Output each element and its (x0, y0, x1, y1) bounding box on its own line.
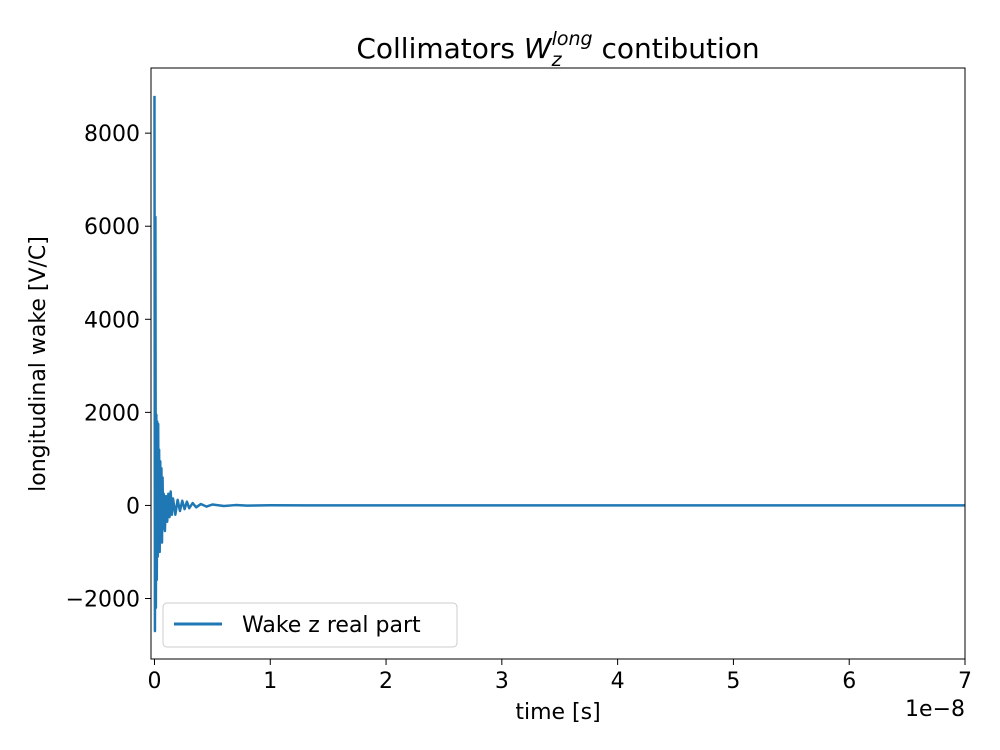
plot-area: 0 1 2 3 4 5 6 7 −2000 0 2000 4000 6000 8000 (66, 67, 972, 694)
x-tick-label: 5 (726, 669, 740, 694)
x-axis-ticks: 0 1 2 3 4 5 6 7 (147, 659, 972, 694)
x-tick-label: 1 (263, 669, 277, 694)
title-superscript: long (552, 28, 593, 50)
x-tick-label: 3 (495, 669, 509, 694)
series-layer (153, 95, 965, 633)
title-prefix: Collimators (356, 32, 524, 65)
title-subscript: z (551, 49, 563, 71)
x-tick-label: 4 (611, 669, 625, 694)
x-tick-label: 0 (147, 669, 161, 694)
y-axis-ticks: −2000 0 2000 4000 6000 8000 (66, 122, 151, 613)
y-tick-label: 2000 (84, 401, 140, 426)
title-suffix: contibution (593, 32, 760, 65)
title-symbol: W (524, 32, 553, 65)
legend-box (162, 602, 458, 648)
x-offset-text: 1e−8 (905, 697, 965, 722)
y-axis-label: longitudinal wake [V/C] (26, 236, 51, 492)
y-tick-label: −2000 (66, 588, 140, 613)
x-axis-label: time [s] (515, 700, 600, 725)
axes-frame (150, 67, 966, 660)
x-tick-label: 2 (379, 669, 393, 694)
x-tick-label: 6 (842, 669, 856, 694)
y-tick-label: 0 (126, 494, 140, 519)
y-tick-label: 8000 (84, 122, 140, 147)
series-line (153, 95, 965, 633)
chart-title: Collimators Wzlong contibution (356, 28, 759, 71)
x-tick-label: 7 (958, 669, 972, 694)
legend: Wake z real part (162, 602, 458, 648)
legend-label: Wake z real part (242, 613, 421, 638)
y-tick-label: 6000 (84, 215, 140, 240)
y-tick-label: 4000 (84, 308, 140, 333)
